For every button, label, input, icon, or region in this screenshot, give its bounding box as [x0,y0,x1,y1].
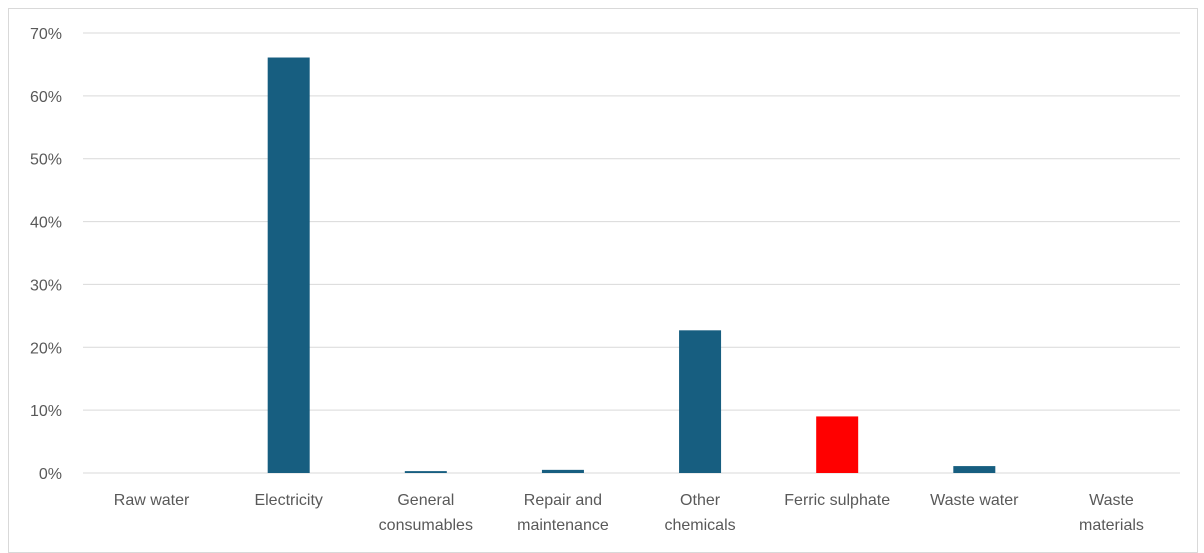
x-category-label: consumables [379,517,473,534]
y-tick-label: 60% [30,89,62,106]
y-tick-label: 0% [39,466,62,483]
y-tick-label: 20% [30,340,62,357]
bar-5 [816,416,859,473]
x-category-label: Repair and [524,492,602,509]
y-axis-ticks: 0% 10% 20% 30% 40% 50% 60% 70% [30,26,62,483]
y-tick-label: 10% [30,403,62,420]
y-tick-label: 40% [30,215,62,232]
bar-4 [679,330,722,473]
x-category-label: Other [680,492,721,509]
y-tick-label: 50% [30,152,62,169]
chart-frame [8,8,1198,553]
x-category-label: chemicals [664,517,735,534]
x-category-label: Raw water [114,492,190,509]
x-category-label: maintenance [517,517,609,534]
bars [267,57,996,474]
x-category-label: Waste [1089,492,1134,509]
x-category-label: Waste water [930,492,1019,509]
bar-3 [541,469,584,473]
y-tick-label: 70% [30,26,62,43]
x-axis-labels: Raw water Electricity General consumables Re… [114,492,1144,534]
y-tick-label: 30% [30,277,62,294]
bar-6 [953,466,996,473]
x-category-label: Electricity [254,492,322,509]
x-category-label: General [397,492,454,509]
bar-1 [267,57,310,474]
x-category-label: Ferric sulphate [784,492,890,509]
bar-2 [404,471,447,473]
gridlines [83,32,1180,474]
x-category-label: materials [1079,517,1144,534]
